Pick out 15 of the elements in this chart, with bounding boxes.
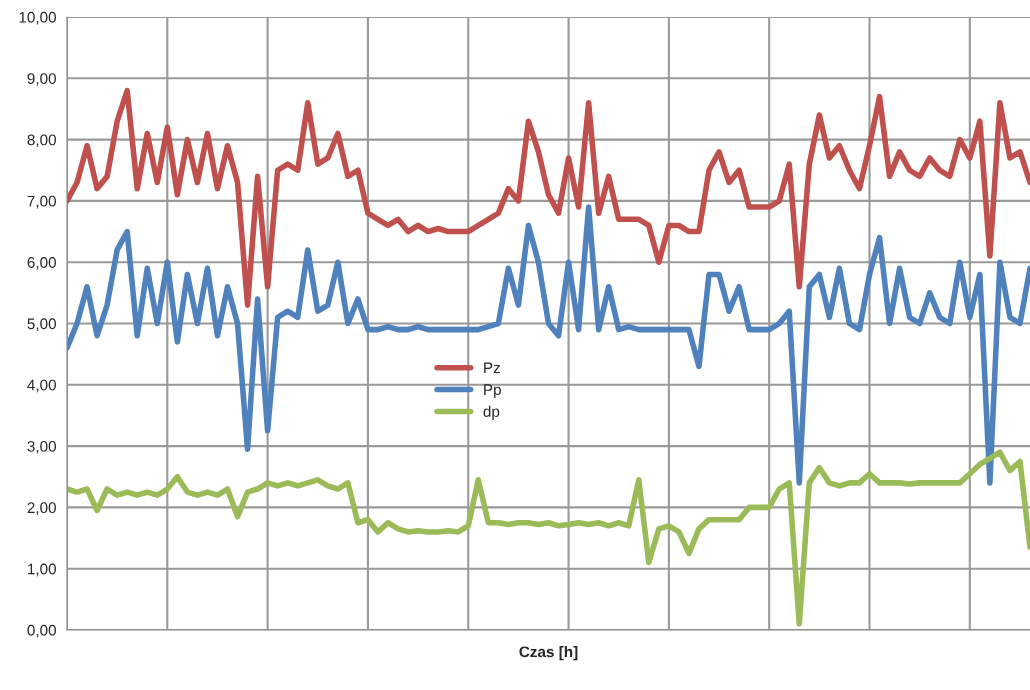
- y-tick-label: 3,00: [27, 440, 56, 454]
- legend-label: dp: [483, 405, 500, 420]
- y-tick-label: 2,00: [27, 502, 56, 515]
- legend-label: Pp: [484, 384, 501, 399]
- x-axis-title: Czas [h]: [519, 645, 578, 661]
- y-tick-label: 0,00: [27, 624, 56, 638]
- y-tick-label: 5,00: [27, 318, 56, 331]
- y-tick-label: 4,00: [27, 379, 56, 393]
- y-tick-label: 9,00: [27, 73, 56, 86]
- y-tick-label: 6,00: [27, 257, 56, 270]
- y-tick-label: 10,00: [19, 11, 56, 25]
- y-tick-label: 7,00: [27, 195, 56, 209]
- y-tick-label: 8,00: [27, 134, 56, 148]
- y-tick-label: 1,00: [28, 563, 56, 577]
- legend-label: Pz: [484, 362, 500, 373]
